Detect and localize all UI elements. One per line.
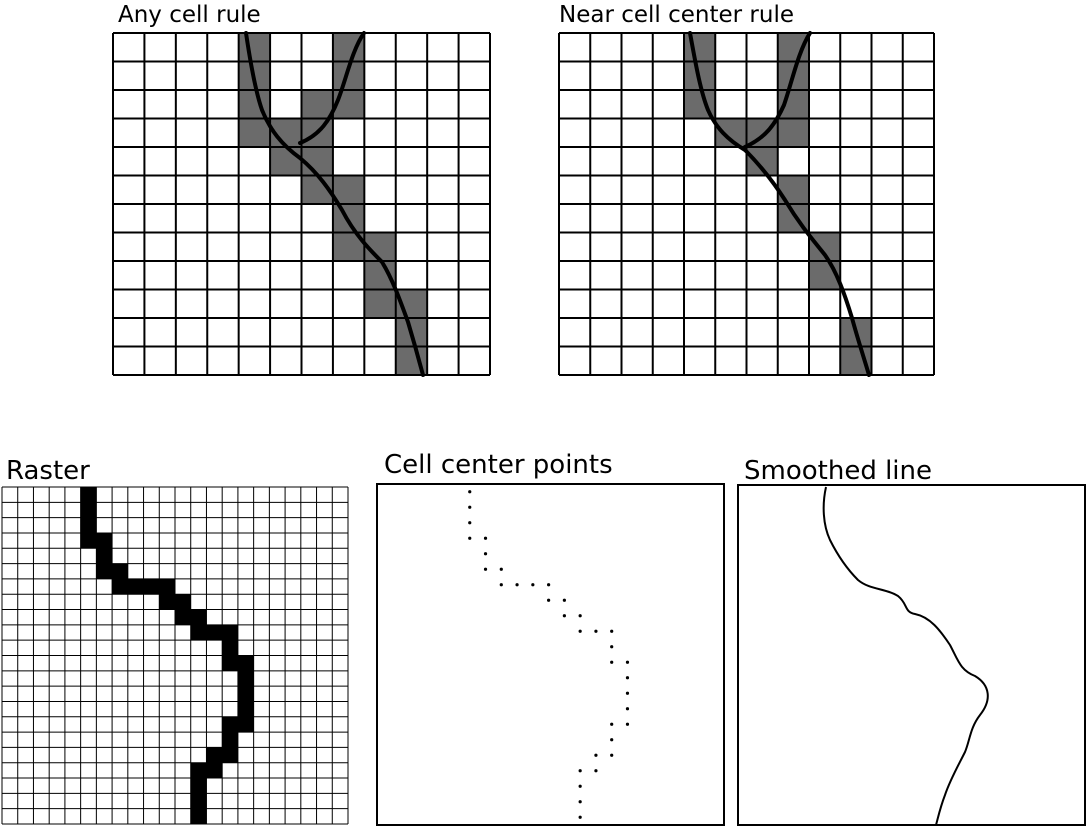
center-point bbox=[579, 769, 582, 772]
center-point bbox=[610, 630, 613, 633]
raster-path-cell bbox=[81, 502, 97, 517]
filled-cell bbox=[239, 33, 270, 62]
center-point bbox=[626, 723, 629, 726]
center-point bbox=[468, 506, 471, 509]
raster-path-cell bbox=[206, 747, 222, 762]
raster-path-cell bbox=[191, 778, 207, 793]
raster-path-cell bbox=[144, 579, 160, 594]
panel-cell-center-points: Cell center points bbox=[377, 450, 724, 825]
center-point bbox=[626, 676, 629, 679]
filled-cell bbox=[684, 33, 715, 62]
raster-path-cell bbox=[238, 656, 254, 671]
grid-lines bbox=[113, 33, 490, 375]
center-point bbox=[563, 614, 566, 617]
raster-path-cell bbox=[238, 686, 254, 701]
center-point bbox=[547, 583, 550, 586]
raster-path-cell bbox=[238, 701, 254, 716]
center-point bbox=[515, 583, 518, 586]
panel-frame bbox=[738, 485, 1085, 825]
raster-path-cell bbox=[159, 594, 175, 609]
center-point bbox=[626, 661, 629, 664]
center-point bbox=[484, 552, 487, 555]
grid-lines bbox=[559, 33, 934, 375]
center-point bbox=[579, 630, 582, 633]
center-point bbox=[563, 599, 566, 602]
panel-frame bbox=[377, 484, 724, 825]
center-point bbox=[594, 769, 597, 772]
smoothed-line bbox=[824, 487, 988, 825]
filled-cell bbox=[239, 119, 270, 148]
panel-title-center-points: Cell center points bbox=[384, 450, 613, 480]
center-point bbox=[468, 521, 471, 524]
filled-cell bbox=[778, 119, 809, 148]
panel-any-cell-rule: Any cell rule bbox=[113, 2, 490, 375]
panel-title-smoothed: Smoothed line bbox=[744, 456, 932, 486]
raster-path-cell bbox=[96, 564, 112, 579]
center-point bbox=[610, 661, 613, 664]
center-point bbox=[468, 537, 471, 540]
center-point bbox=[500, 583, 503, 586]
raster-path-cell bbox=[222, 747, 238, 762]
raster-path-cell bbox=[81, 533, 97, 548]
center-point bbox=[610, 738, 613, 741]
filled-cell bbox=[270, 147, 301, 176]
center-point bbox=[626, 707, 629, 710]
center-point bbox=[484, 537, 487, 540]
center-point bbox=[626, 692, 629, 695]
raster-path-cell bbox=[238, 717, 254, 732]
center-point bbox=[610, 754, 613, 757]
raster-path-cell bbox=[191, 809, 207, 824]
raster-path-cell bbox=[222, 717, 238, 732]
center-point bbox=[579, 614, 582, 617]
raster-path-cell bbox=[191, 763, 207, 778]
raster-path-cell bbox=[206, 763, 222, 778]
raster-path-cell bbox=[206, 625, 222, 640]
raster-path-cell bbox=[128, 579, 144, 594]
raster-path-cell bbox=[222, 625, 238, 640]
center-point bbox=[610, 645, 613, 648]
raster-path-cell bbox=[159, 579, 175, 594]
raster-path-cell bbox=[112, 579, 128, 594]
raster-path-cell bbox=[96, 548, 112, 563]
raster-path-cell bbox=[175, 610, 191, 625]
raster-path-cell bbox=[112, 564, 128, 579]
raster-path-cell bbox=[81, 518, 97, 533]
center-point bbox=[547, 599, 550, 602]
raster-path-cell bbox=[222, 640, 238, 655]
panel-raster: Raster bbox=[2, 456, 348, 824]
raster-path-cell bbox=[96, 533, 112, 548]
center-point bbox=[579, 816, 582, 819]
center-point bbox=[500, 568, 503, 571]
panel-title-near-center: Near cell center rule bbox=[559, 2, 794, 28]
filled-cell bbox=[302, 90, 333, 119]
center-point bbox=[468, 490, 471, 493]
center-point bbox=[579, 800, 582, 803]
raster-path-cell bbox=[238, 671, 254, 686]
center-point bbox=[531, 583, 534, 586]
raster-path-cell bbox=[191, 793, 207, 808]
raster-path-cell bbox=[191, 610, 207, 625]
panel-title-raster: Raster bbox=[6, 456, 90, 486]
raster-path-cell bbox=[175, 594, 191, 609]
grid-lines bbox=[2, 487, 348, 824]
raster-path-cell bbox=[222, 732, 238, 747]
center-point bbox=[579, 785, 582, 788]
raster-path-cell bbox=[222, 656, 238, 671]
raster-path-cell bbox=[81, 487, 97, 502]
center-point bbox=[610, 723, 613, 726]
panel-smoothed-line: Smoothed line bbox=[738, 456, 1085, 825]
raster-path-cell bbox=[191, 625, 207, 640]
panel-title-any-cell: Any cell rule bbox=[118, 2, 261, 28]
center-point bbox=[594, 754, 597, 757]
center-point bbox=[484, 568, 487, 571]
filled-cell bbox=[715, 119, 746, 148]
panel-near-cell-center-rule: Near cell center rule bbox=[559, 2, 934, 375]
center-point-dots bbox=[468, 490, 629, 819]
center-point bbox=[594, 630, 597, 633]
filled-cell bbox=[364, 290, 395, 319]
